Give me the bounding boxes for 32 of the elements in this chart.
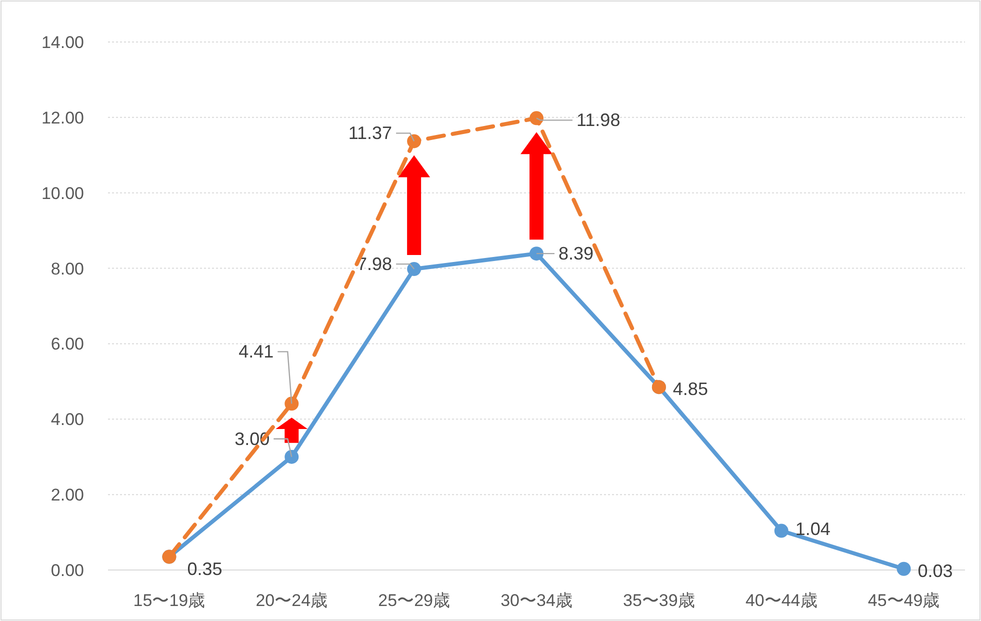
point <box>896 562 911 576</box>
point <box>774 524 788 538</box>
point <box>284 396 299 411</box>
y-tick-label: 6.00 <box>50 334 84 354</box>
data-label: 11.37 <box>348 123 392 144</box>
point <box>407 134 422 148</box>
y-tick-label: 10.00 <box>41 184 84 203</box>
x-tick-label: 15〜19歳 <box>133 591 206 610</box>
data-label: 1.04 <box>795 518 830 539</box>
data-label: 8.39 <box>558 244 594 264</box>
data-label: 4.41 <box>238 342 274 362</box>
x-tick-label: 25〜29歳 <box>378 591 450 610</box>
point <box>530 246 544 261</box>
point <box>284 450 299 464</box>
y-tick-label: 2.00 <box>50 486 84 505</box>
x-tick-label: 20〜24歳 <box>256 591 328 610</box>
data-label: 7.98 <box>357 254 392 274</box>
x-tick-label: 40〜44歳 <box>745 591 818 610</box>
x-tick-label: 45〜49歳 <box>868 591 940 610</box>
point <box>407 262 422 276</box>
y-tick-label: 8.00 <box>50 259 84 278</box>
data-label: 0.03 <box>918 560 953 581</box>
y-tick-label: 4.00 <box>50 410 84 430</box>
y-tick-label: 12.00 <box>41 108 84 128</box>
data-label: 4.85 <box>672 379 708 400</box>
x-tick-label: 35〜39歳 <box>623 591 695 610</box>
x-tick-label: 30〜34歳 <box>500 591 572 610</box>
data-label: 0.35 <box>187 558 222 579</box>
y-tick-label: 14.00 <box>41 33 84 52</box>
y-tick-label: 0.00 <box>50 561 84 580</box>
point <box>530 111 544 126</box>
data-label: 11.98 <box>576 110 620 130</box>
